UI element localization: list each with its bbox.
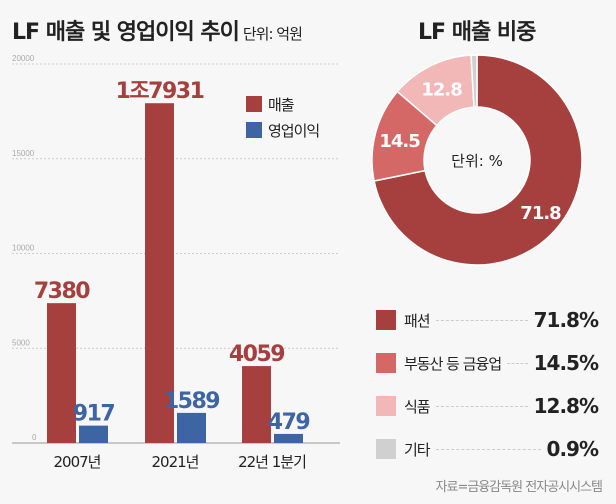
legend-swatch — [376, 439, 396, 459]
legend-row: 패션 71.8% — [376, 308, 599, 332]
legend-swatch — [376, 353, 396, 373]
pie-slice — [373, 54, 583, 266]
legend-label: 매출 — [268, 96, 294, 114]
legend-label: 식품 — [404, 397, 431, 416]
legend-row: 기타 0.9% — [376, 437, 599, 461]
title-text: LF 매출 및 영업이익 추이 — [12, 20, 240, 45]
legend-swatch — [246, 96, 262, 112]
data-label: 4059 — [229, 342, 284, 367]
y-tick-label: 5000 — [12, 338, 30, 347]
slice-label: 14.5 — [379, 131, 420, 152]
legend-label: 기타 — [404, 440, 431, 459]
x-tick-label: 2021년 — [152, 453, 199, 471]
leader-line — [435, 319, 528, 321]
source-note: 자료=금융감독원 전자공시시스템 — [435, 480, 603, 495]
legend-swatch — [246, 122, 262, 138]
y-tick-label: 0 — [32, 433, 37, 442]
pie-title: LF 매출 비중 — [418, 20, 536, 45]
y-tick-label: 15000 — [12, 149, 35, 158]
slice-label: 71.8 — [520, 203, 561, 224]
bar-sales — [47, 303, 76, 443]
legend-label: 부동산 등 금융업 — [404, 354, 502, 373]
x-tick-label: 2007년 — [54, 453, 101, 471]
unit-label: 단위: 억원 — [242, 25, 303, 43]
data-label: 1조7931 — [116, 79, 204, 104]
legend-row: 부동산 등 금융업 14.5% — [376, 351, 599, 375]
legend-swatch — [376, 310, 396, 330]
data-label: 7380 — [34, 279, 90, 304]
leader-line — [507, 362, 528, 364]
pie-slice — [470, 54, 478, 108]
legend-row: 식품 12.8% — [376, 394, 599, 418]
bar-operating-profit — [177, 412, 206, 443]
leader-line — [435, 405, 528, 407]
slice-label: 12.8 — [421, 79, 462, 100]
legend-percent: 14.5% — [533, 351, 599, 375]
y-tick-label: 10000 — [12, 244, 35, 253]
data-label: 479 — [268, 410, 310, 435]
legend-label: 패션 — [404, 311, 431, 330]
bar-sales — [242, 366, 271, 443]
pie-unit-label: 단위: % — [451, 152, 503, 170]
legend-percent: 0.9% — [546, 437, 599, 461]
data-label: 917 — [73, 402, 115, 427]
legend-percent: 71.8% — [533, 308, 599, 332]
x-tick-label: 22년 1분기 — [238, 453, 306, 471]
y-tick-label: 20000 — [12, 54, 35, 63]
chart-title: LF 매출 및 영업이익 추이 단위: 억원 — [12, 14, 303, 46]
legend-percent: 12.8% — [533, 394, 599, 418]
data-label: 1589 — [164, 389, 219, 414]
bar-sales — [145, 103, 174, 443]
leader-line — [435, 448, 541, 450]
legend-swatch — [376, 396, 396, 416]
bar-operating-profit — [79, 425, 108, 443]
legend-label: 영업이익 — [268, 122, 319, 140]
bar-operating-profit — [274, 433, 303, 443]
